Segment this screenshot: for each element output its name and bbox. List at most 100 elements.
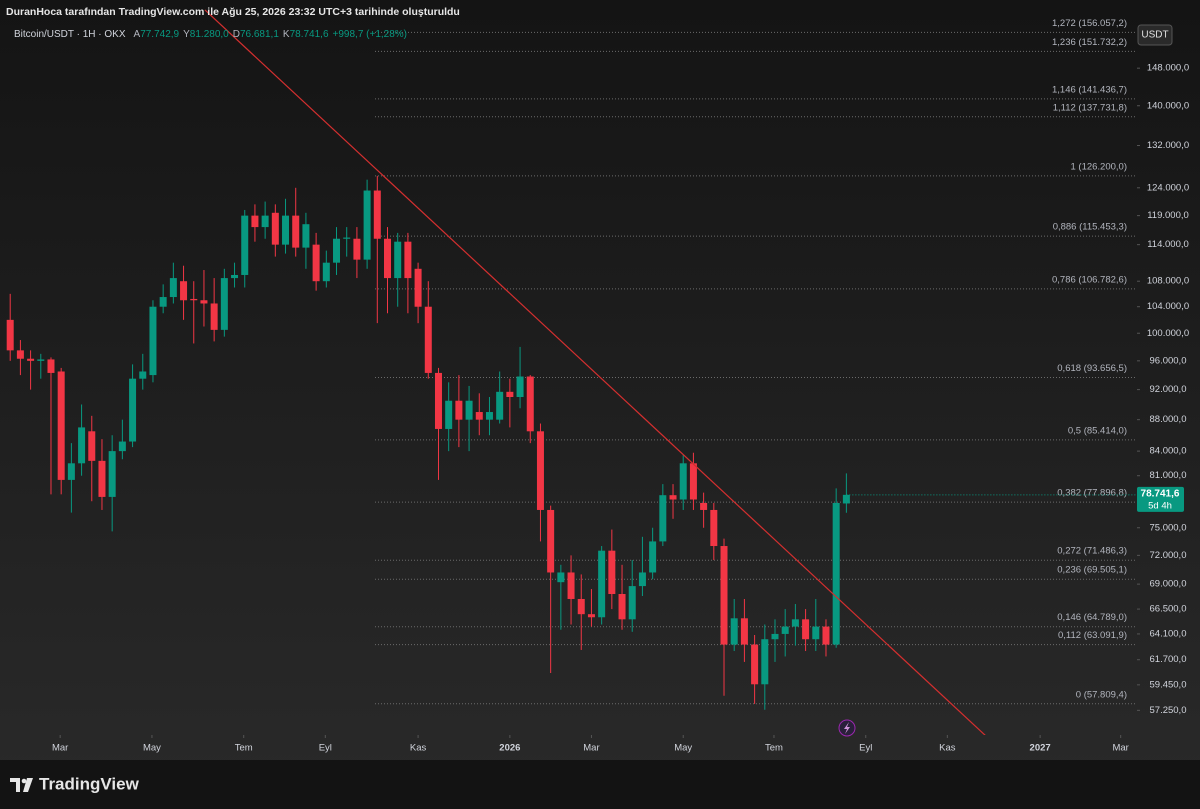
y-tick-label: 104.000,0 bbox=[1147, 301, 1189, 312]
candle-body bbox=[598, 550, 606, 618]
candle-body bbox=[27, 358, 35, 361]
x-tick-label: 2026 bbox=[499, 743, 520, 754]
caption: DuranHoca tarafından TradingView.com ile… bbox=[6, 6, 460, 18]
fib-label: 1 (126.200,0) bbox=[1070, 161, 1127, 172]
x-tick-label: Mar bbox=[52, 743, 68, 754]
y-tick-label: 148.000,0 bbox=[1147, 63, 1189, 74]
fib-label: 0 (57.809,4) bbox=[1076, 689, 1127, 700]
ohlc-value: 76.681,1 bbox=[240, 29, 279, 40]
candle-body bbox=[108, 451, 116, 497]
candle-body bbox=[37, 359, 45, 361]
candle-body bbox=[649, 541, 657, 573]
candle-body bbox=[475, 412, 483, 420]
candle-body bbox=[516, 376, 524, 398]
fib-label: 0,112 (63.091,9) bbox=[1058, 630, 1127, 641]
y-tick-label: 140.000,0 bbox=[1147, 100, 1189, 111]
candle-body bbox=[720, 546, 728, 645]
x-tick-label: May bbox=[143, 743, 161, 754]
candle-body bbox=[710, 509, 718, 547]
candle-body bbox=[88, 431, 96, 461]
last-price-tag bbox=[1137, 486, 1184, 512]
candle-body bbox=[771, 633, 779, 640]
fib-label: 0,146 (64.789,0) bbox=[1057, 612, 1127, 623]
fib-label: 1,146 (141.436,7) bbox=[1052, 84, 1127, 95]
candle-body bbox=[373, 190, 381, 239]
candle-body bbox=[394, 241, 402, 279]
fib-label: 0,382 (77.896,8) bbox=[1057, 488, 1127, 499]
x-tick-label: Kas bbox=[410, 743, 427, 754]
candle-body bbox=[292, 215, 300, 248]
candle-body bbox=[659, 495, 667, 542]
x-tick-label: Mar bbox=[1112, 743, 1128, 754]
candle-body bbox=[200, 300, 208, 304]
overlay: 1,272 (156.057,2) 1,236 (151.732,2) 1,146 … bbox=[52, 18, 1189, 754]
candle-body bbox=[740, 618, 748, 645]
candle-body bbox=[118, 441, 126, 452]
fib-label: 1,236 (151.732,2) bbox=[1052, 37, 1127, 48]
candle-body bbox=[638, 572, 646, 587]
logo-dot bbox=[21, 778, 27, 784]
candle-body bbox=[822, 626, 830, 645]
candle-body bbox=[343, 237, 351, 239]
candle-body bbox=[47, 359, 55, 373]
candle-body bbox=[363, 190, 371, 260]
fib-label: 0,618 (93.656,5) bbox=[1057, 363, 1127, 374]
candle-body bbox=[16, 350, 24, 359]
y-tick-label: 114.000,0 bbox=[1147, 239, 1189, 250]
fib-label: 0,886 (115.453,3) bbox=[1053, 222, 1127, 233]
currency: USDT bbox=[1141, 30, 1168, 41]
candle-body bbox=[220, 278, 228, 330]
candle-body bbox=[557, 572, 565, 583]
candle-body bbox=[506, 391, 514, 398]
candle-body bbox=[159, 297, 167, 307]
ohlc-value: 77.742,9 bbox=[140, 29, 179, 40]
candle-body bbox=[618, 593, 626, 620]
candle-body bbox=[180, 281, 188, 301]
candle-body bbox=[547, 509, 555, 573]
logo-mark bbox=[10, 778, 20, 792]
candle-body bbox=[282, 215, 290, 245]
candle-body bbox=[842, 494, 850, 504]
ohlc-key: Y bbox=[183, 29, 190, 40]
y-tick-label: 132.000,0 bbox=[1147, 140, 1189, 151]
y-tick-label: 81.000,0 bbox=[1150, 470, 1187, 481]
x-tick-label: Kas bbox=[939, 743, 956, 754]
candle-body bbox=[628, 586, 636, 620]
candle-body bbox=[669, 495, 677, 500]
candle-body bbox=[812, 626, 820, 640]
candle-body bbox=[129, 378, 137, 442]
candle-body bbox=[496, 391, 504, 420]
candle-body bbox=[414, 268, 422, 307]
x-tick-label: May bbox=[674, 743, 692, 754]
candle-body bbox=[57, 371, 65, 480]
candle-body bbox=[241, 215, 249, 275]
currency-box[interactable] bbox=[1137, 24, 1173, 46]
candle-body bbox=[608, 550, 616, 594]
candle-body bbox=[322, 262, 330, 282]
y-tick-label: 92.000,0 bbox=[1150, 384, 1187, 395]
candle-body bbox=[434, 372, 442, 429]
countdown: 5d 4h bbox=[1148, 500, 1172, 511]
y-tick-label: 124.000,0 bbox=[1147, 182, 1189, 193]
symbol-legend: Bitcoin/USDT · 1H · OKX A77.742,9 Y81.280,… bbox=[14, 29, 407, 40]
y-tick-label: 57.250,0 bbox=[1150, 705, 1187, 716]
logo-mark bbox=[23, 778, 33, 792]
candle-body bbox=[404, 241, 412, 279]
candle-body bbox=[567, 572, 575, 599]
candle-body bbox=[98, 460, 106, 497]
y-tick-label: 100.000,0 bbox=[1147, 328, 1189, 339]
y-tick-label: 108.000,0 bbox=[1147, 276, 1189, 287]
candle-body bbox=[210, 303, 218, 330]
candle-body bbox=[679, 463, 687, 500]
x-tick-label: Tem bbox=[765, 743, 783, 754]
y-tick-label: 88.000,0 bbox=[1150, 414, 1187, 425]
candle-body bbox=[169, 278, 177, 298]
candle-body bbox=[78, 427, 86, 464]
last-price-label: 78.741,6 bbox=[1141, 488, 1180, 499]
candle-body bbox=[261, 215, 269, 228]
candle-body bbox=[302, 224, 310, 248]
candle-body bbox=[271, 212, 279, 245]
y-tick-label: 96.000,0 bbox=[1150, 355, 1187, 366]
change: +998,7 (+1,28%) bbox=[333, 29, 408, 40]
candle-body bbox=[312, 244, 320, 282]
